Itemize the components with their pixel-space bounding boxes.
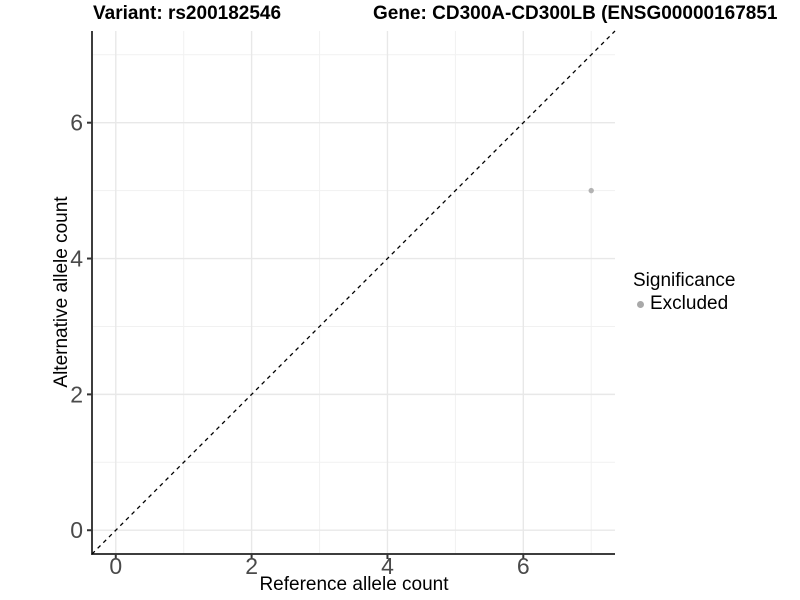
y-axis-title: Alternative allele count bbox=[51, 196, 72, 388]
legend: Significance Excluded bbox=[633, 270, 735, 315]
identity-reference-line bbox=[91, 30, 616, 555]
y-tick-label: 4 bbox=[70, 246, 83, 272]
legend-point-icon bbox=[637, 300, 644, 308]
plot-title-gene: Gene: CD300A-CD300LB (ENSG00000167851 bbox=[373, 3, 778, 24]
x-tick-label: 6 bbox=[517, 553, 530, 579]
plot-title-variant: Variant: rs200182546 bbox=[93, 3, 282, 24]
data-point bbox=[588, 187, 594, 194]
x-tick-label: 2 bbox=[245, 553, 258, 579]
legend-item-excluded: Excluded bbox=[633, 293, 735, 315]
x-axis-title: Reference allele count bbox=[259, 574, 449, 595]
y-tick-label: 0 bbox=[70, 517, 83, 543]
x-tick-label: 4 bbox=[381, 553, 394, 579]
legend-title: Significance bbox=[633, 270, 736, 291]
y-tick-label: 2 bbox=[70, 381, 83, 407]
x-tick-label: 0 bbox=[109, 553, 122, 579]
y-tick-label: 6 bbox=[70, 110, 83, 136]
legend-item-label: Excluded bbox=[650, 293, 729, 314]
